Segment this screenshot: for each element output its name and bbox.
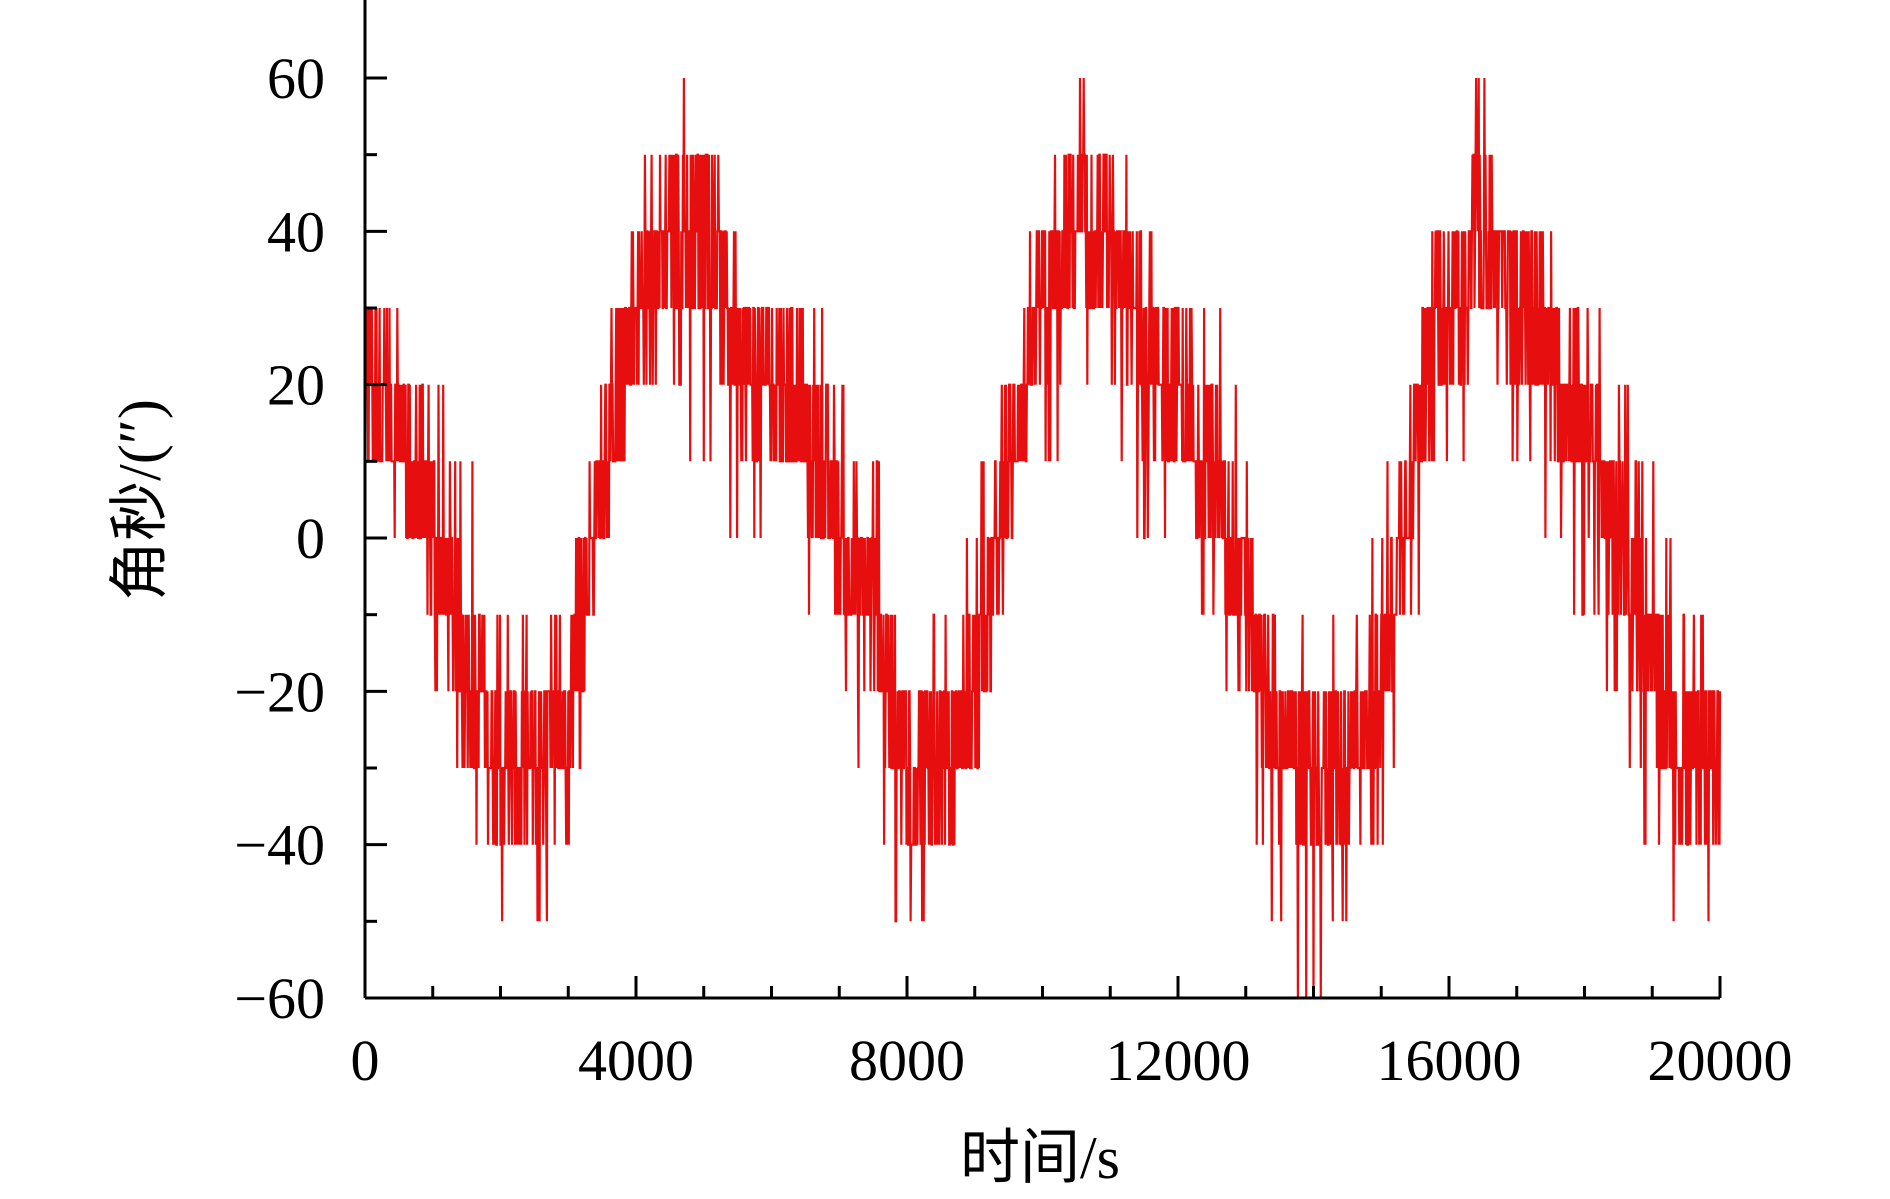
x-tick-label: 20000 — [1648, 1028, 1793, 1093]
x-tick-label: 0 — [351, 1028, 380, 1093]
y-tick-labels: 60 40 20 0 −20 −40 −60 — [234, 46, 325, 1031]
x-axis-title: 时间/s — [960, 1125, 1120, 1191]
tick-marks — [363, 76, 1722, 1000]
x-tick-label: 16000 — [1377, 1028, 1522, 1093]
y-tick-label: 60 — [267, 46, 325, 111]
series-line — [363, 77, 1722, 999]
data-series-layer — [363, 77, 1722, 999]
y-tick-label: 40 — [267, 199, 325, 264]
x-tick-label: 12000 — [1106, 1028, 1251, 1093]
x-tick-label: 4000 — [578, 1028, 694, 1093]
y-tick-label: 0 — [296, 506, 325, 571]
y-tick-label: −20 — [234, 659, 325, 724]
x-tick-label: 8000 — [849, 1028, 965, 1093]
y-tick-label: 20 — [267, 353, 325, 418]
y-tick-label: −60 — [234, 966, 325, 1031]
x-tick-labels: 0 4000 8000 12000 16000 20000 — [351, 1028, 1793, 1093]
y-axis-title: 角秒/(″) — [107, 399, 173, 601]
axes — [363, 0, 1720, 1000]
y-tick-label: −40 — [234, 813, 325, 878]
